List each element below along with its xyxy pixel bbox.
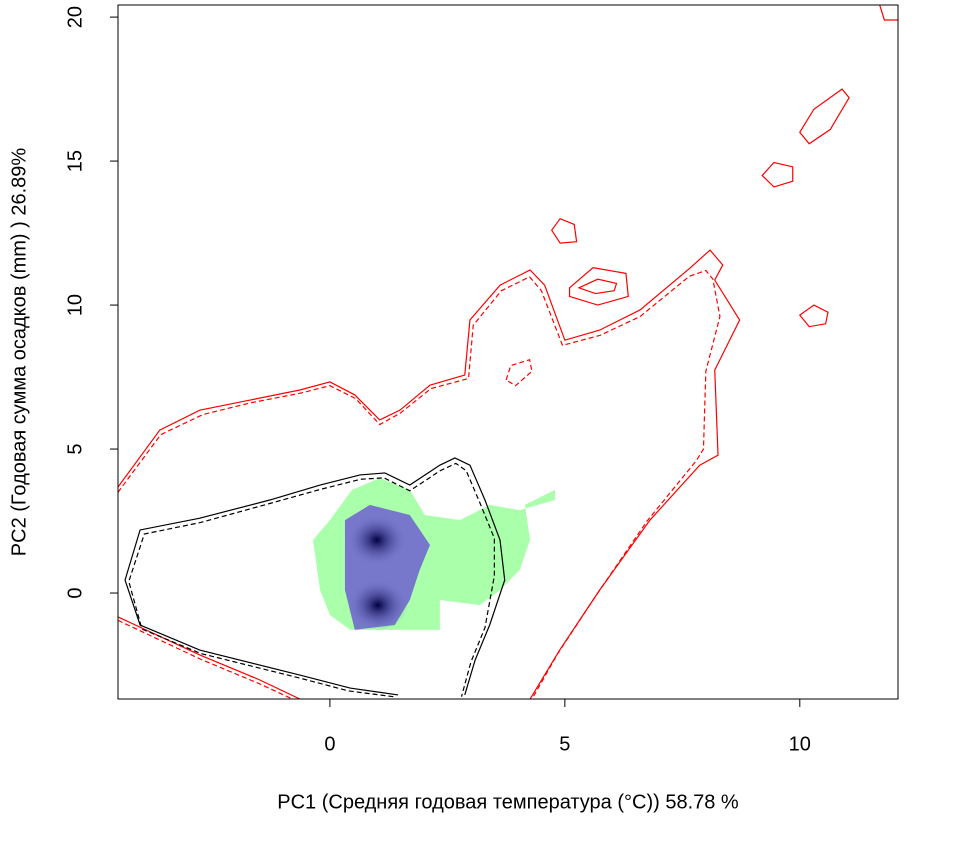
- x-tick-label: 0: [324, 733, 335, 755]
- x-tick-label: 5: [559, 733, 570, 755]
- contour-line: [568, 266, 629, 306]
- y-tick-label: 15: [64, 150, 86, 172]
- x-tick-label: 10: [789, 733, 811, 755]
- contour-line: [128, 462, 495, 698]
- x-axis-label: PC1 (Средняя годовая температура (°C)) 5…: [277, 791, 739, 813]
- contour-line: [761, 161, 794, 188]
- y-tick-label: 5: [64, 443, 86, 454]
- density-peak: [346, 514, 407, 567]
- contour-line: [118, 619, 293, 699]
- y-tick-label: 20: [64, 6, 86, 28]
- plot-frame: [117, 4, 899, 700]
- contour-line: [505, 359, 533, 387]
- contour-line: [118, 249, 741, 699]
- contour-line: [550, 217, 578, 244]
- y-axis-label: PC2 (Годовая сумма осадков (mm) ) 26.89%: [8, 148, 30, 557]
- contour-line: [799, 88, 850, 145]
- contour-line: [879, 5, 898, 21]
- contour-line: [118, 269, 721, 699]
- y-tick-label: 10: [64, 294, 86, 316]
- contour-line: [798, 304, 829, 328]
- y-tick-label: 0: [64, 587, 86, 598]
- contour-line: [118, 616, 301, 699]
- contour-line: [124, 457, 506, 696]
- contour-line: [577, 278, 618, 295]
- density-peak: [347, 579, 408, 632]
